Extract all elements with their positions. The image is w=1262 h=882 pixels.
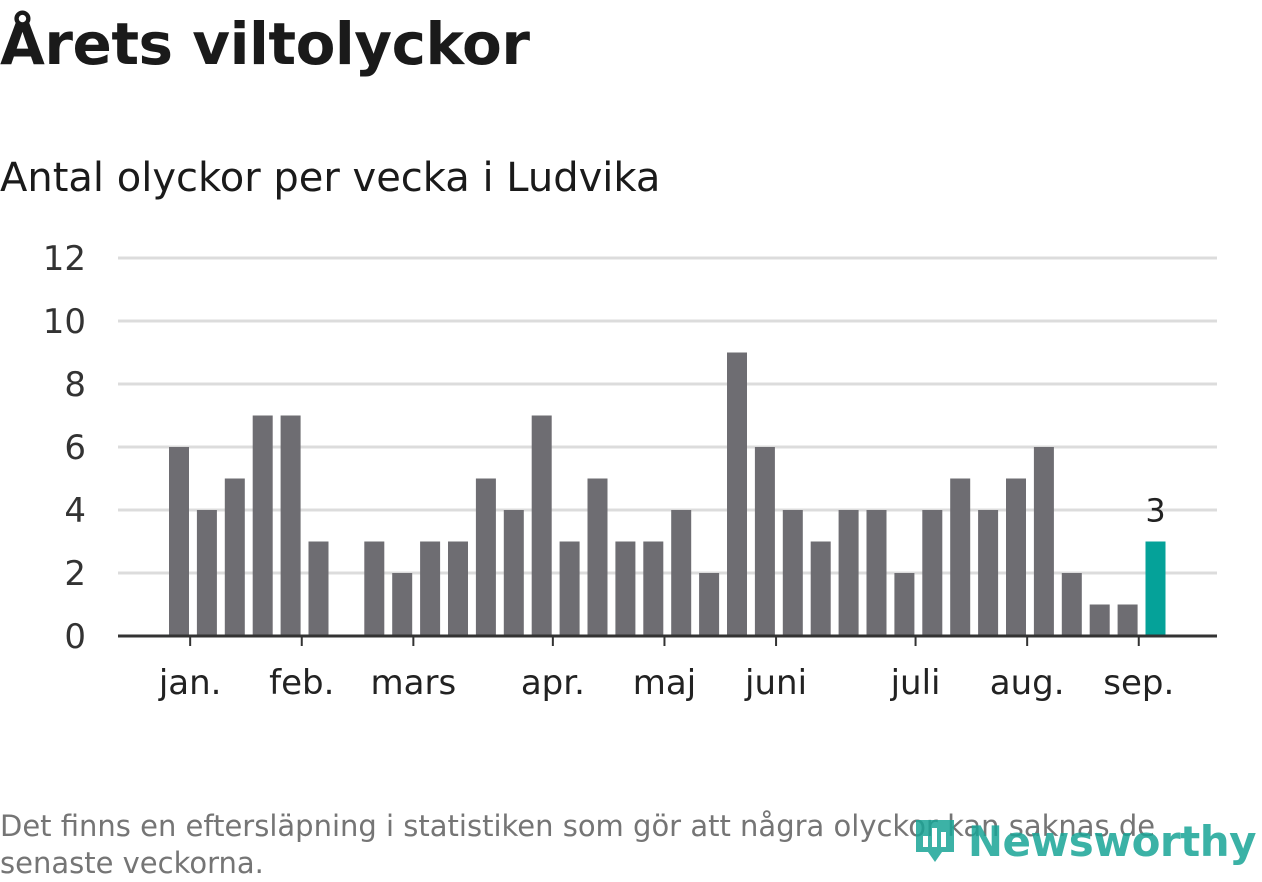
bar: [838, 510, 859, 636]
bar: [950, 478, 971, 636]
x-tick-label: juli: [890, 663, 941, 703]
bar: [727, 352, 747, 636]
bar: [1117, 604, 1138, 636]
x-axis: [118, 634, 1217, 646]
bar: [699, 573, 720, 636]
bar-latest: [1145, 541, 1166, 636]
bar: [754, 447, 775, 636]
bar: [448, 541, 468, 636]
bar: [475, 478, 496, 636]
bars: [169, 352, 1166, 636]
x-tick-label: feb.: [269, 663, 334, 703]
bar: [420, 541, 441, 636]
bar: [587, 478, 608, 636]
x-tick-label: maj: [633, 663, 696, 703]
bar: [810, 541, 831, 636]
bar: [1033, 447, 1054, 636]
bar: [280, 415, 301, 636]
bar: [1006, 478, 1026, 636]
bar: [643, 541, 664, 636]
latest-value-label: 3: [1145, 492, 1165, 530]
y-tick-label: 2: [64, 554, 86, 594]
y-tick-label: 4: [64, 491, 86, 531]
bar: [169, 447, 189, 636]
bar: [782, 510, 803, 636]
bar: [196, 510, 217, 636]
bar: [308, 541, 329, 636]
newsworthy-logo-icon: [915, 820, 954, 862]
y-tick-label: 10: [43, 302, 86, 342]
y-tick-label: 6: [64, 428, 86, 468]
bar: [894, 573, 915, 636]
chart-title: Årets viltolyckor: [0, 10, 530, 78]
footnote: Det finns en eftersläpning i statistiken…: [0, 809, 1156, 880]
bar: [252, 415, 273, 636]
bar: [1089, 604, 1110, 636]
bar: [671, 510, 692, 636]
bar: [866, 510, 887, 636]
bar: [392, 573, 413, 636]
gridlines: [118, 256, 1217, 575]
x-tick-label: apr.: [521, 663, 585, 703]
bar: [1061, 573, 1082, 636]
bar: [531, 415, 552, 636]
bar: [978, 510, 999, 636]
x-tick-label: jan.: [158, 663, 222, 703]
brand-logo: Newsworthy: [910, 816, 1257, 866]
chart-subtitle: Antal olyckor per vecka i Ludvika: [0, 155, 661, 201]
y-tick-label: 8: [64, 365, 86, 405]
bar: [559, 541, 580, 636]
x-tick-label: sep.: [1103, 663, 1174, 703]
bar: [615, 541, 636, 636]
x-tick-label: juni: [744, 663, 807, 703]
bar: [224, 478, 245, 636]
y-tick-label: 0: [64, 617, 86, 657]
brand-name: Newsworthy: [967, 816, 1257, 866]
bar: [503, 510, 524, 636]
bar: [364, 541, 385, 636]
labels: 0 2 4 6 8 10 12 3 jan. feb. mars apr. maj juni juli aug…: [43, 239, 1175, 703]
x-tick-label: mars: [371, 663, 457, 703]
y-tick-label: 12: [43, 239, 86, 279]
bar: [922, 510, 943, 636]
x-tick-label: aug.: [990, 663, 1065, 703]
